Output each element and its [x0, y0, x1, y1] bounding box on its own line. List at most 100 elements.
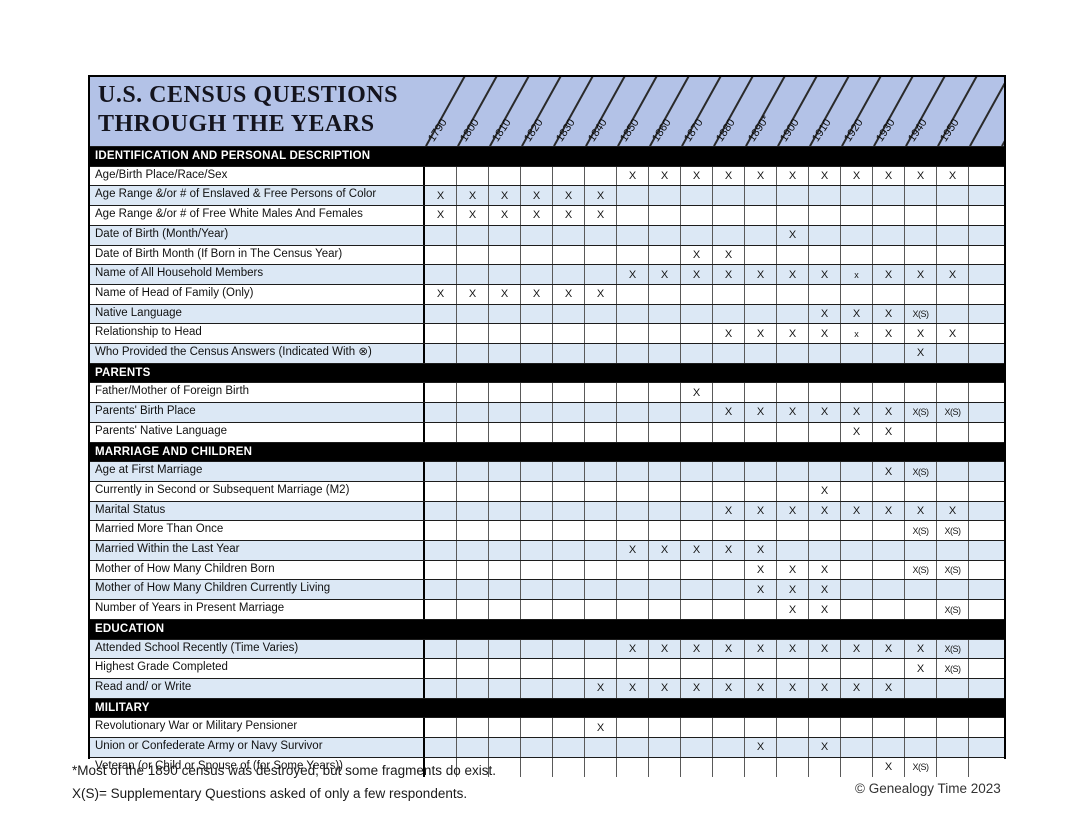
- mark-cell-1870: [681, 344, 713, 363]
- question-row: Age Range &/or # of Free White Males And…: [90, 205, 1004, 225]
- mark-cell-1820: [521, 166, 553, 186]
- mark-cell-1800: [457, 580, 489, 600]
- mark-cell-1830: [553, 541, 585, 560]
- mark-cell-1800: [457, 738, 489, 757]
- mark-cell-1900: X: [777, 403, 809, 422]
- mark-cell-1860: [649, 659, 681, 678]
- mark-cell-1940: X(S): [905, 521, 937, 541]
- mark-cell-1900: [777, 659, 809, 678]
- mark-cell-extra: [969, 738, 1004, 757]
- mark-cell-1880: X: [713, 501, 745, 521]
- mark-cell-1840: [585, 383, 617, 403]
- mark-cell-1790: [425, 383, 457, 403]
- mark-cell-1860: [649, 481, 681, 501]
- mark-cell-1810: [489, 718, 521, 738]
- mark-cell-1930: [873, 245, 905, 265]
- mark-cell-1860: X: [649, 166, 681, 186]
- mark-cell-1900: [777, 541, 809, 560]
- mark-cell-1940: X: [905, 639, 937, 659]
- mark-cell-1940: X: [905, 659, 937, 678]
- mark-cell-1840: [585, 738, 617, 757]
- mark-cell-1810: [489, 462, 521, 481]
- mark-cell-1950: [937, 206, 969, 225]
- mark-cell-1950: [937, 462, 969, 481]
- mark-cell-1950: [937, 757, 969, 777]
- mark-cell-1930: X: [873, 639, 905, 659]
- mark-cell-1930: X: [873, 501, 905, 521]
- mark-cell-extra: [969, 403, 1004, 422]
- mark-cell-1910: [809, 344, 841, 363]
- mark-cell-1890: [745, 206, 777, 225]
- section-header: MARRIAGE AND CHILDREN: [90, 441, 1004, 462]
- mark-cell-1830: X: [553, 186, 585, 206]
- mark-cell-1840: [585, 541, 617, 560]
- mark-cell-1880: X: [713, 639, 745, 659]
- mark-cell-1880: [713, 304, 745, 324]
- mark-cell-1940: X: [905, 344, 937, 363]
- mark-cell-1820: [521, 344, 553, 363]
- mark-cell-1870: X: [681, 639, 713, 659]
- mark-cell-1940: X(S): [905, 757, 937, 777]
- mark-cell-1890: X: [745, 560, 777, 580]
- mark-cell-1840: [585, 659, 617, 678]
- mark-cell-1860: [649, 501, 681, 521]
- mark-cell-1860: [649, 757, 681, 777]
- mark-cell-1880: [713, 580, 745, 600]
- mark-cell-1880: [713, 206, 745, 225]
- question-row: Name of Head of Family (Only) X X X X X X: [90, 283, 1004, 304]
- mark-cell-1800: [457, 501, 489, 521]
- mark-cell-1880: [713, 738, 745, 757]
- mark-cell-extra: [969, 541, 1004, 560]
- mark-cell-extra: [969, 600, 1004, 619]
- mark-cell-1950: [937, 186, 969, 206]
- mark-cell-1920: X: [841, 501, 873, 521]
- mark-cell-1940: [905, 284, 937, 304]
- mark-cell-1900: [777, 245, 809, 265]
- mark-cell-1850: X: [617, 678, 649, 698]
- mark-cell-1950: [937, 304, 969, 324]
- mark-cell-1860: [649, 403, 681, 422]
- mark-cell-1820: X: [521, 186, 553, 206]
- question-label: Name of All Household Members: [90, 265, 425, 284]
- mark-cell-1850: [617, 225, 649, 245]
- mark-cell-1930: [873, 481, 905, 501]
- mark-cell-1790: [425, 324, 457, 344]
- mark-cell-1890: [745, 225, 777, 245]
- mark-cell-1800: [457, 265, 489, 284]
- mark-cell-1950: [937, 718, 969, 738]
- mark-cell-1870: [681, 600, 713, 619]
- mark-cell-1900: [777, 481, 809, 501]
- mark-cell-1790: [425, 659, 457, 678]
- census-table: U.S. CENSUS QUESTIONS THROUGH THE YEARS …: [88, 75, 1006, 777]
- mark-cell-1920: [841, 580, 873, 600]
- mark-cell-1850: [617, 344, 649, 363]
- question-row: Married Within the Last Year X X X X X: [90, 540, 1004, 560]
- mark-cell-1800: [457, 403, 489, 422]
- mark-cell-1910: [809, 383, 841, 403]
- question-row: Parents' Native Language X X: [90, 421, 1004, 442]
- mark-cell-1810: X: [489, 206, 521, 225]
- mark-cell-1890: X: [745, 541, 777, 560]
- mark-cell-1880: X: [713, 324, 745, 344]
- mark-cell-1940: [905, 225, 937, 245]
- year-label-1800: 1800: [458, 116, 482, 144]
- mark-cell-1860: [649, 580, 681, 600]
- mark-cell-1940: [905, 383, 937, 403]
- mark-cell-1920: [841, 206, 873, 225]
- mark-cell-extra: [969, 639, 1004, 659]
- mark-cell-1910: [809, 245, 841, 265]
- mark-cell-1790: [425, 225, 457, 245]
- mark-cell-1930: [873, 718, 905, 738]
- mark-cell-1900: [777, 462, 809, 481]
- mark-cell-1800: [457, 422, 489, 442]
- mark-cell-1810: [489, 600, 521, 619]
- mark-cell-1930: X: [873, 757, 905, 777]
- mark-cell-1900: X: [777, 225, 809, 245]
- mark-cell-1810: [489, 245, 521, 265]
- mark-cell-1950: X: [937, 265, 969, 284]
- mark-cell-1880: X: [713, 541, 745, 560]
- mark-cell-1830: [553, 344, 585, 363]
- mark-cell-extra: [969, 284, 1004, 304]
- mark-cell-1790: [425, 403, 457, 422]
- mark-cell-1830: [553, 462, 585, 481]
